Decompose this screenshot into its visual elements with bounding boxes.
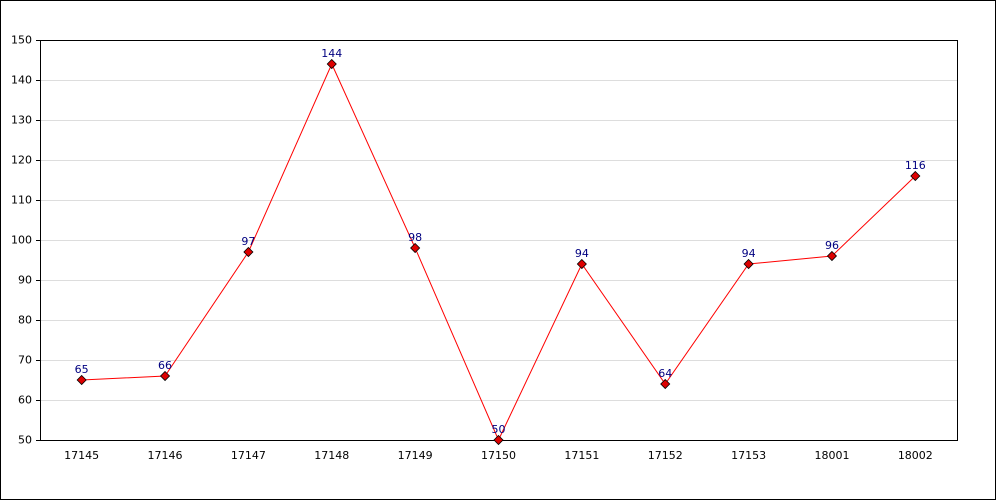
data-label: 97 — [241, 235, 255, 248]
data-label: 94 — [575, 247, 589, 260]
x-tick-label: 17152 — [648, 449, 683, 462]
data-label: 96 — [825, 239, 839, 252]
marker — [660, 378, 671, 390]
x-tick-label: 17149 — [398, 449, 433, 462]
marker — [159, 370, 171, 382]
marker — [576, 258, 587, 270]
y-tick-label: 70 — [18, 354, 32, 367]
marker — [410, 242, 421, 254]
x-tick-label: 17145 — [64, 449, 99, 462]
data-label: 64 — [658, 367, 672, 380]
x-tick-label: 17148 — [314, 449, 349, 462]
data-label: 98 — [408, 231, 422, 244]
marker — [910, 170, 921, 182]
y-tick-label: 120 — [11, 154, 32, 167]
data-label: 116 — [905, 159, 926, 172]
marker — [826, 250, 838, 262]
marker — [243, 246, 254, 258]
data-label: 66 — [158, 359, 172, 372]
y-tick-label: 110 — [11, 194, 32, 207]
x-tick-label: 18002 — [898, 449, 933, 462]
y-tick-label: 90 — [18, 274, 32, 287]
x-tick-label: 17147 — [231, 449, 266, 462]
marker — [743, 258, 754, 270]
marker — [76, 374, 87, 386]
y-tick-label: 50 — [18, 434, 32, 447]
data-label: 144 — [321, 47, 342, 60]
y-tick-label: 140 — [11, 74, 32, 87]
x-tick-label: 17153 — [731, 449, 766, 462]
x-tick-label: 17146 — [148, 449, 183, 462]
marker — [493, 434, 504, 446]
marker — [326, 58, 337, 70]
data-label: 50 — [492, 423, 506, 436]
data-label: 94 — [742, 247, 756, 260]
y-tick-label: 130 — [11, 114, 32, 127]
x-tick-label: 17151 — [564, 449, 599, 462]
x-tick-label: 18001 — [814, 449, 849, 462]
y-tick-label: 150 — [11, 34, 32, 47]
data-label: 65 — [75, 363, 89, 376]
x-tick-label: 17150 — [481, 449, 516, 462]
y-tick-label: 100 — [11, 234, 32, 247]
y-tick-label: 60 — [18, 394, 32, 407]
y-tick-label: 80 — [18, 314, 32, 327]
